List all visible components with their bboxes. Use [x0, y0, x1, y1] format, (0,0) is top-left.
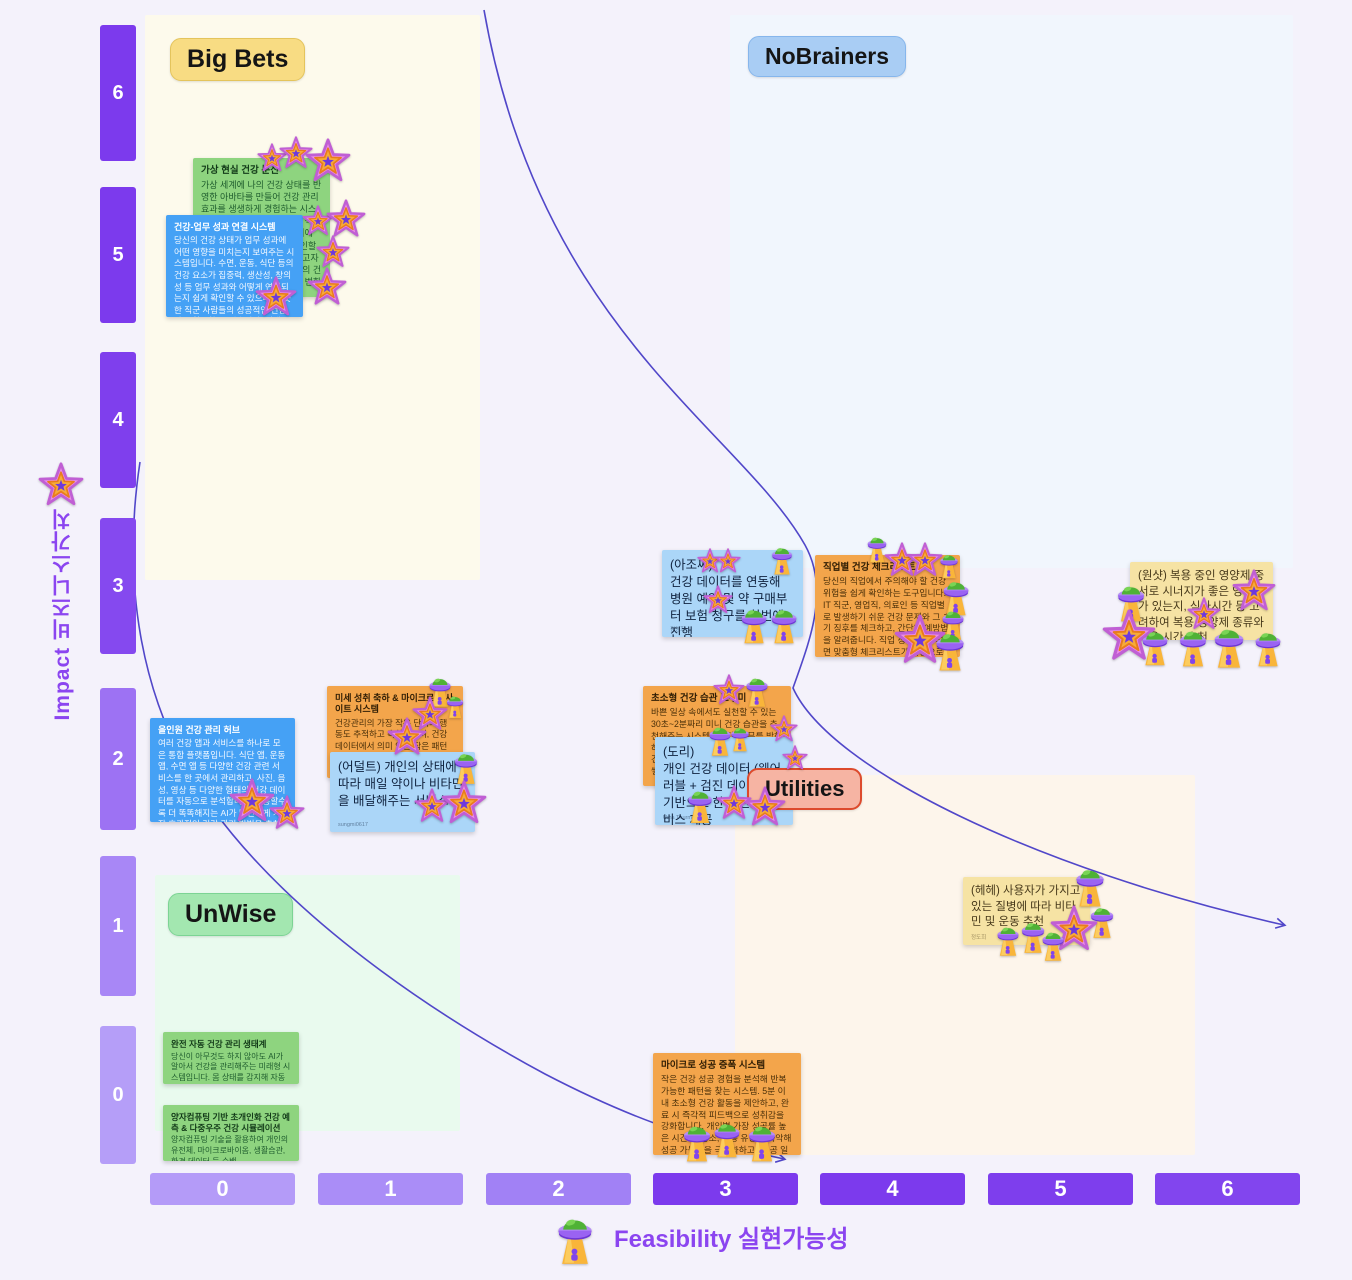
y-axis-title: Impact 비즈니스가치: [51, 508, 74, 721]
star-sticker[interactable]: [441, 780, 487, 826]
star-sticker[interactable]: [387, 717, 427, 757]
note-title: 마이크로 성공 증폭 시스템: [661, 1060, 766, 1071]
x-axis-tick-5: 5: [988, 1173, 1133, 1205]
y-axis-tick-3: 3: [100, 518, 136, 654]
ufo-sticker[interactable]: [1206, 618, 1252, 670]
note-title: 가상 현실 건강 분신: [201, 165, 279, 176]
star-sticker[interactable]: [255, 276, 297, 318]
sticky-note-quantum-simulation[interactable]: 양자컴퓨팅 기반 초개인화 건강 예측 & 다중우주 건강 시뮬레이션 양자컴퓨팅…: [163, 1105, 299, 1161]
y-axis-tick-6: 6: [100, 25, 136, 161]
x-axis-tick-3: 3: [653, 1173, 798, 1205]
star-sticker[interactable]: [770, 715, 798, 743]
x-axis-tick-4: 4: [820, 1173, 965, 1205]
star-sticker[interactable]: [715, 548, 741, 574]
quadrant-label-big-bets[interactable]: Big Bets: [170, 38, 306, 81]
star-sticker[interactable]: [316, 235, 350, 269]
y-axis-tick-4: 4: [100, 352, 136, 488]
y-axis-tick-5: 5: [100, 187, 136, 323]
note-title: 완전 자동 건강 관리 생태계: [171, 1039, 267, 1049]
note-title: 양자컴퓨팅 기반 초개인화 건강 예측 & 다중우주 건강 시뮬레이션: [171, 1112, 290, 1133]
ufo-sticker[interactable]: [1036, 924, 1070, 962]
star-sticker[interactable]: [305, 138, 351, 184]
x-axis-legend: Feasibility 실현가능성: [548, 1206, 848, 1266]
star-sticker[interactable]: [326, 199, 366, 239]
feasibility-ufo-icon: [548, 1206, 602, 1266]
ufo-sticker[interactable]: [991, 919, 1025, 957]
x-axis-tick-6: 6: [1155, 1173, 1300, 1205]
star-sticker[interactable]: [744, 786, 786, 828]
quadrant-label-unwise[interactable]: UnWise: [168, 893, 294, 936]
x-axis-title: Feasibility 실현가능성: [614, 1225, 849, 1253]
ufo-sticker[interactable]: [741, 1116, 783, 1163]
note-title: 건강-업무 성과 연결 시스템: [174, 222, 276, 232]
note-body: 당신의 건강 상태가 업무 성과에 어떤 영향을 미치는지 보여주는 시스템입니…: [174, 235, 295, 317]
star-sticker[interactable]: [269, 795, 305, 831]
ufo-sticker[interactable]: [764, 600, 804, 645]
quadrant-label-nobrainers[interactable]: NoBrainers: [748, 36, 906, 77]
ufo-sticker[interactable]: [928, 623, 972, 672]
ufo-sticker[interactable]: [740, 670, 774, 708]
y-axis-tick-0: 0: [100, 1026, 136, 1164]
ufo-sticker[interactable]: [1248, 623, 1288, 668]
ufo-sticker[interactable]: [681, 782, 719, 825]
star-sticker[interactable]: [307, 267, 347, 307]
x-axis-tick-1: 1: [318, 1173, 463, 1205]
note-author: 정도희: [971, 935, 987, 941]
ufo-sticker[interactable]: [766, 540, 798, 576]
note-author: sungmi0617: [338, 822, 368, 828]
ufo-sticker[interactable]: [726, 721, 754, 752]
star-sticker[interactable]: [703, 585, 733, 615]
impact-star-icon: [38, 462, 84, 508]
star-sticker[interactable]: [782, 745, 808, 771]
y-axis-tick-1: 1: [100, 856, 136, 996]
note-author: 김영희: [670, 627, 686, 633]
note-body: 양자컴퓨팅 기술을 활용하여 개인의 유전체, 마이크로바이옴, 생활습관, 환…: [171, 1135, 289, 1161]
x-axis-tick-2: 2: [486, 1173, 631, 1205]
quadrant-bg-nobrainers: [730, 15, 1293, 568]
y-axis-tick-2: 2: [100, 688, 136, 830]
note-body: 당신이 아무것도 하지 않아도 AI가 알아서 건강을 관리해주는 미래형 시스…: [171, 1051, 291, 1083]
quadrant-bg-utilities: [735, 775, 1195, 1155]
x-axis-tick-0: 0: [150, 1173, 295, 1205]
star-sticker[interactable]: [1232, 569, 1276, 613]
ufo-sticker[interactable]: [1135, 622, 1175, 667]
note-title: 올인원 건강 관리 허브: [158, 725, 241, 735]
